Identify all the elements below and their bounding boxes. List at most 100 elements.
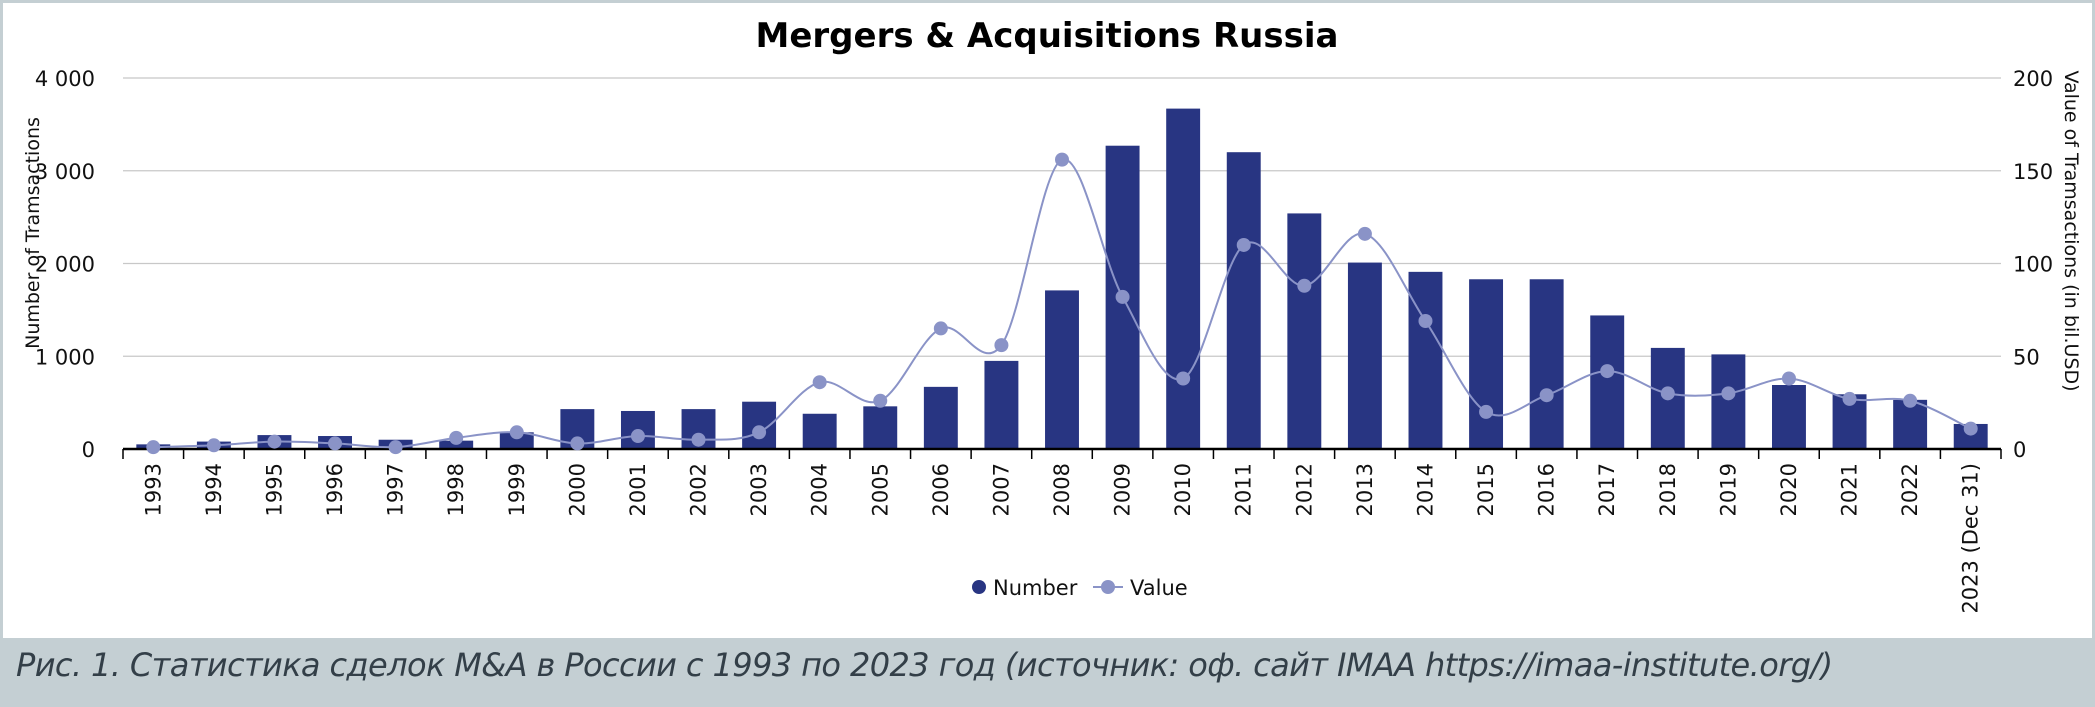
x-tick-label: 1994 <box>202 463 226 516</box>
value-point <box>570 436 585 451</box>
bar-number <box>1045 290 1079 449</box>
value-point <box>509 425 524 440</box>
x-tick-label: 2007 <box>989 463 1013 516</box>
value-point <box>1176 371 1191 386</box>
bar-number <box>802 413 837 449</box>
value-point <box>146 440 161 455</box>
x-tick-label: 2022 <box>1898 463 1922 516</box>
bar-number <box>984 360 1019 449</box>
value-point <box>267 434 282 449</box>
value-point <box>1660 386 1675 401</box>
x-tick-label: 2020 <box>1777 463 1801 516</box>
y-tick-label: 1 000 <box>35 345 95 369</box>
x-tick-label: 2010 <box>1171 463 1195 516</box>
value-point <box>630 429 645 444</box>
x-tick-label: 1995 <box>262 463 286 516</box>
y2-tick-label: 150 <box>2013 160 2053 184</box>
value-point <box>1115 289 1130 304</box>
x-tick-label: 2003 <box>747 463 771 516</box>
value-point <box>933 321 948 336</box>
x-tick-label: 2005 <box>868 463 892 516</box>
x-tick-label: 1998 <box>444 463 468 516</box>
value-point <box>1963 421 1978 436</box>
x-tick-label: 2021 <box>1838 463 1862 516</box>
x-tick-label: 2015 <box>1474 463 1498 516</box>
y-tick-label: 3 000 <box>35 160 95 184</box>
x-tick-label: 2004 <box>808 463 832 516</box>
value-point <box>1297 278 1312 293</box>
x-tick-label: 2013 <box>1353 463 1377 516</box>
bar-number <box>1529 279 1564 449</box>
y-tick-label: 0 <box>82 438 95 462</box>
x-tick-label: 2011 <box>1232 463 1256 516</box>
value-point <box>1357 226 1372 241</box>
bar-number <box>499 432 534 449</box>
bar-number <box>1711 354 1746 449</box>
x-tick-label: 1997 <box>384 463 408 516</box>
value-point <box>1600 364 1615 379</box>
legend-value-label: Value <box>1130 576 1188 600</box>
value-point <box>1539 388 1554 403</box>
bar-number <box>1590 315 1625 449</box>
x-tick-label: 2017 <box>1595 463 1619 516</box>
value-point <box>873 393 888 408</box>
value-point <box>206 438 221 453</box>
value-point <box>388 440 403 455</box>
legend-number-label: Number <box>993 576 1078 600</box>
value-point <box>812 375 827 390</box>
value-point <box>1721 386 1736 401</box>
bar-number <box>1347 262 1382 449</box>
value-point <box>1842 391 1857 406</box>
x-tick-label: 1993 <box>141 463 165 516</box>
bar-number <box>1226 152 1261 449</box>
value-point <box>449 430 464 445</box>
bar-number <box>1772 385 1806 449</box>
chart-panel: 0 1 000 2 000 3 000 4 000 0 50 100 150 200 1993 199… <box>3 3 2092 638</box>
y2-tick-label: 0 <box>2013 438 2026 462</box>
value-point <box>1781 371 1796 386</box>
bar-number <box>1166 108 1201 450</box>
value-point <box>994 338 1009 353</box>
bar-number <box>923 386 958 449</box>
y-tick-label: 4 000 <box>35 67 95 91</box>
bar-number <box>1893 399 1928 449</box>
value-point <box>1055 152 1069 167</box>
x-tick-label: 2002 <box>687 463 711 516</box>
y-tick-label: 2 000 <box>35 253 95 277</box>
x-tick-label: 2014 <box>1413 463 1437 516</box>
x-tick-label: 1999 <box>505 463 529 516</box>
value-line-layer <box>146 152 1978 455</box>
x-tick-label: 2008 <box>1050 463 1074 516</box>
bar-number <box>863 406 898 449</box>
legend: Number Value <box>972 576 1188 600</box>
y2-tick-label: 50 <box>2013 345 2040 369</box>
value-point <box>1903 393 1918 408</box>
x-tick-label: 2009 <box>1111 463 1135 516</box>
value-point <box>691 432 706 447</box>
x-tick-label: 2012 <box>1292 463 1316 516</box>
y2-tick-label: 200 <box>2013 67 2053 91</box>
bar-number <box>1469 279 1504 449</box>
legend-number-marker <box>972 580 986 594</box>
y2-tick-label: 100 <box>2013 253 2053 277</box>
x-tick-label: 2018 <box>1656 463 1680 516</box>
value-point <box>328 436 343 451</box>
mna-chart: 0 1 000 2 000 3 000 4 000 0 50 100 150 200 1993 199… <box>22 16 2082 614</box>
value-point <box>752 425 767 440</box>
legend-value-marker <box>1101 580 1115 594</box>
y2-axis-title: Value of Tramsactions (in bil.USD) <box>2060 70 2082 391</box>
text-layer: 0 1 000 2 000 3 000 4 000 0 50 100 150 200 1993 199… <box>35 67 2053 614</box>
value-point <box>1418 314 1433 329</box>
chart-title: Mergers & Acquisitions Russia <box>756 16 1339 56</box>
x-tick-label: 1996 <box>323 463 347 516</box>
value-point <box>1236 237 1251 252</box>
bar-number <box>1287 213 1322 449</box>
x-tick-label: 2019 <box>1716 463 1740 516</box>
x-tick-label: 2001 <box>626 463 650 516</box>
figure-caption: Рис. 1. Статистика сделок M&A в России с… <box>16 646 1833 684</box>
axis-layer <box>122 447 2002 459</box>
x-tick-label: 2006 <box>929 463 953 516</box>
y-axis-title: Number of Tramsactions <box>22 117 44 349</box>
value-point <box>1479 404 1494 419</box>
x-tick-label: 2023 (Dec 31) <box>1959 463 1983 614</box>
